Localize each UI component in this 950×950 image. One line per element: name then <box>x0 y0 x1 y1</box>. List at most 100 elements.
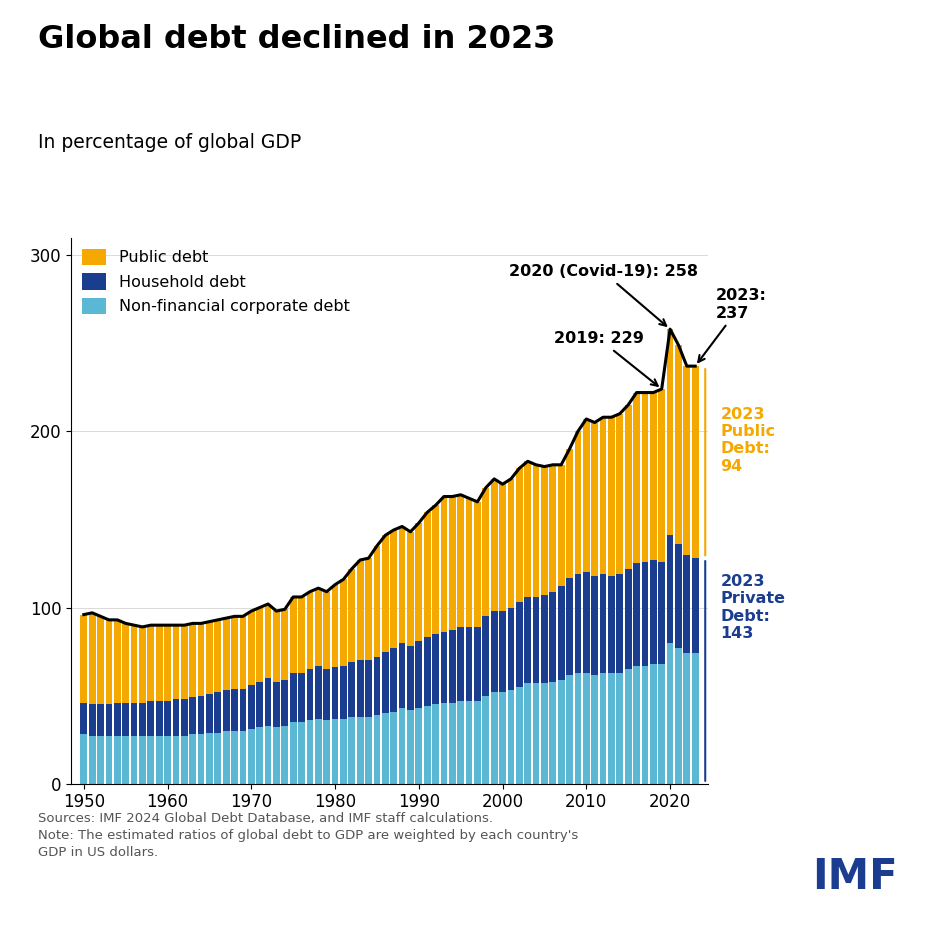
Bar <box>206 732 213 784</box>
Bar <box>533 597 540 683</box>
Bar <box>634 563 640 666</box>
Bar <box>81 703 87 734</box>
Bar <box>491 611 498 693</box>
Bar <box>617 413 623 574</box>
Text: 2023
Private
Debt:
143: 2023 Private Debt: 143 <box>720 574 786 641</box>
Bar <box>415 708 422 784</box>
Bar <box>198 695 204 734</box>
Bar <box>139 736 145 784</box>
Bar <box>466 627 472 701</box>
Bar <box>499 484 506 611</box>
Bar <box>683 654 690 784</box>
Bar <box>650 392 656 560</box>
Bar <box>516 468 522 602</box>
Bar <box>474 627 481 701</box>
Bar <box>248 611 255 685</box>
Text: 2020 (Covid-19): 258: 2020 (Covid-19): 258 <box>508 264 697 326</box>
Bar <box>239 689 246 731</box>
Bar <box>156 625 162 701</box>
Bar <box>692 366 698 559</box>
Text: Sources: IMF 2024 Global Debt Database, and IMF staff calculations.
Note: The es: Sources: IMF 2024 Global Debt Database, … <box>38 812 579 859</box>
Bar <box>173 699 180 736</box>
Bar <box>625 569 632 669</box>
Bar <box>323 720 330 784</box>
Bar <box>591 423 598 576</box>
Bar <box>457 627 464 701</box>
Bar <box>533 683 540 784</box>
Bar <box>365 559 371 660</box>
Bar <box>357 717 364 784</box>
Bar <box>683 555 690 654</box>
Bar <box>223 618 230 691</box>
Bar <box>683 366 690 555</box>
Bar <box>424 706 430 784</box>
Bar <box>432 634 439 705</box>
Bar <box>533 465 540 597</box>
Bar <box>239 617 246 689</box>
Bar <box>265 678 272 726</box>
Bar <box>357 660 364 717</box>
Bar <box>558 465 564 586</box>
Bar <box>307 720 314 784</box>
Bar <box>123 623 129 703</box>
Bar <box>658 561 665 664</box>
Bar <box>641 392 648 561</box>
Bar <box>583 419 590 572</box>
Bar <box>399 643 406 708</box>
Bar <box>516 602 522 687</box>
Bar <box>441 632 447 703</box>
Bar <box>650 560 656 664</box>
Text: In percentage of global GDP: In percentage of global GDP <box>38 133 301 152</box>
Bar <box>256 728 263 784</box>
Bar <box>97 736 104 784</box>
Bar <box>424 637 430 706</box>
Bar <box>340 718 347 784</box>
Bar <box>566 449 573 578</box>
Bar <box>566 674 573 784</box>
Bar <box>298 673 305 722</box>
Bar <box>382 713 389 784</box>
Bar <box>215 693 221 732</box>
Bar <box>549 592 556 681</box>
Bar <box>675 648 682 784</box>
Bar <box>81 734 87 784</box>
Bar <box>315 666 322 718</box>
Bar <box>399 526 406 643</box>
Bar <box>349 717 355 784</box>
Bar <box>231 617 238 689</box>
Bar <box>340 666 347 718</box>
Bar <box>173 736 180 784</box>
Bar <box>507 691 514 784</box>
Bar <box>382 535 389 652</box>
Bar <box>239 731 246 784</box>
Bar <box>516 687 522 784</box>
Bar <box>131 703 138 736</box>
Bar <box>566 578 573 674</box>
Bar <box>507 608 514 691</box>
Bar <box>223 731 230 784</box>
Bar <box>248 685 255 730</box>
Bar <box>549 465 556 592</box>
Bar <box>131 736 138 784</box>
Bar <box>625 669 632 784</box>
Bar <box>147 701 154 736</box>
Bar <box>390 648 397 712</box>
Bar <box>265 604 272 678</box>
Bar <box>667 535 674 643</box>
Bar <box>390 712 397 784</box>
Bar <box>373 715 380 784</box>
Bar <box>542 596 548 683</box>
Bar <box>591 674 598 784</box>
Bar <box>97 705 104 736</box>
Bar <box>365 717 371 784</box>
Bar <box>483 617 489 695</box>
Bar <box>189 623 196 697</box>
Bar <box>449 497 456 631</box>
Bar <box>608 673 615 784</box>
Bar <box>634 666 640 784</box>
Bar <box>441 497 447 632</box>
Bar <box>290 722 296 784</box>
Bar <box>265 726 272 784</box>
Bar <box>415 522 422 641</box>
Bar <box>558 680 564 784</box>
